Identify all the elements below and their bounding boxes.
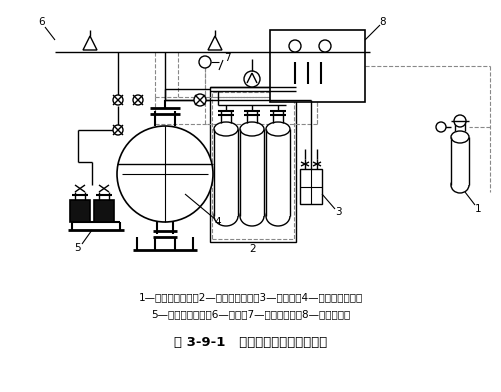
Ellipse shape (450, 131, 468, 143)
Circle shape (113, 125, 123, 135)
Text: 8: 8 (379, 17, 386, 27)
Text: 6: 6 (39, 17, 45, 27)
Circle shape (453, 115, 465, 127)
Text: 图 3-9-1   干粉灭火系统组成示意图: 图 3-9-1 干粉灭火系统组成示意图 (174, 336, 327, 348)
Ellipse shape (266, 122, 290, 136)
Bar (270, 30, 364, 102)
Circle shape (133, 95, 143, 105)
Text: 7: 7 (223, 53, 230, 63)
Ellipse shape (213, 206, 237, 226)
Ellipse shape (239, 122, 264, 136)
Circle shape (198, 56, 210, 68)
Bar (300, 169, 321, 204)
Text: 1—启动气体储瓶；2—驱动气体储瓶；3—减压阀；4—干粉储存容器；: 1—启动气体储瓶；2—驱动气体储瓶；3—减压阀；4—干粉储存容器； (139, 292, 362, 302)
Circle shape (117, 126, 212, 222)
Text: 2: 2 (249, 244, 256, 254)
Bar (266, 129, 290, 216)
Ellipse shape (213, 122, 237, 136)
Circle shape (289, 40, 301, 52)
Text: 5—干粉枪及卷盘；6—喷嘴；7—火灾探测器；8—控制装置。: 5—干粉枪及卷盘；6—喷嘴；7—火灾探测器；8—控制装置。 (151, 309, 350, 319)
Circle shape (193, 94, 205, 106)
Ellipse shape (239, 206, 264, 226)
Text: 4: 4 (214, 217, 221, 227)
Bar (94, 200, 114, 222)
Bar (450, 137, 468, 185)
Polygon shape (207, 36, 221, 50)
Text: 1: 1 (474, 204, 480, 214)
Bar (213, 129, 237, 216)
Bar (211, 92, 294, 239)
Bar (239, 129, 264, 216)
Circle shape (318, 40, 330, 52)
Ellipse shape (266, 206, 290, 226)
Polygon shape (83, 36, 97, 50)
Ellipse shape (450, 177, 468, 193)
Circle shape (435, 122, 445, 132)
Bar (209, 87, 296, 242)
Text: 5: 5 (75, 243, 81, 253)
Bar (70, 200, 90, 222)
Text: 3: 3 (334, 207, 341, 217)
Circle shape (243, 71, 260, 87)
Circle shape (113, 95, 123, 105)
